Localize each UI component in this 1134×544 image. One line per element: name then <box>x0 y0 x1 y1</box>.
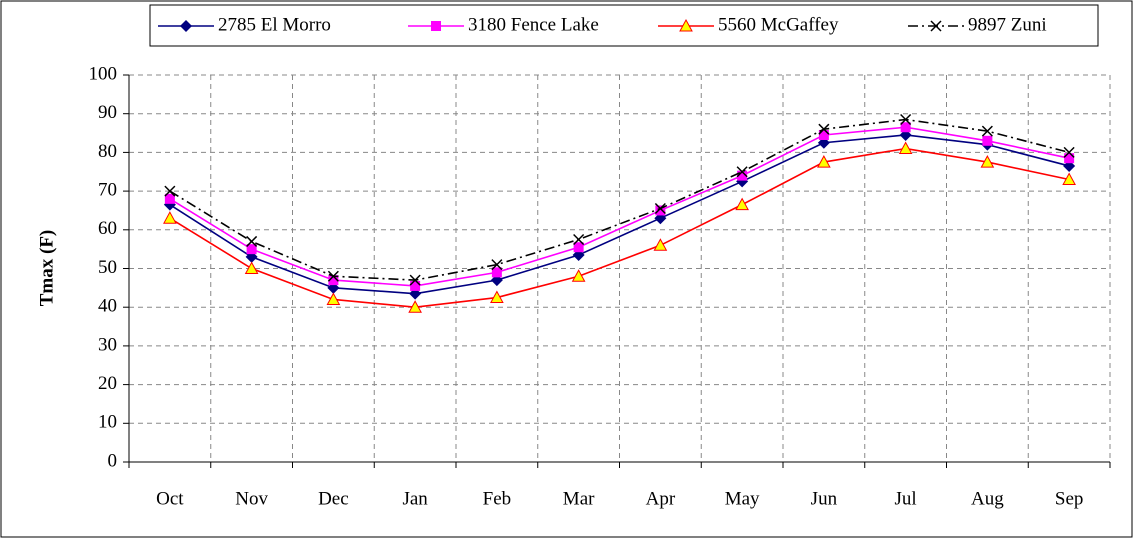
marker <box>818 123 830 135</box>
marker <box>491 259 503 271</box>
y-tick-label: 20 <box>98 373 117 394</box>
marker <box>655 205 666 216</box>
y-tick-label: 100 <box>89 63 118 84</box>
marker <box>180 20 192 32</box>
marker <box>164 185 176 197</box>
y-tick-label: 70 <box>98 179 117 200</box>
x-tick-label: Dec <box>318 488 349 509</box>
marker <box>654 202 666 215</box>
marker <box>980 155 995 168</box>
marker <box>246 235 258 247</box>
marker <box>573 242 584 253</box>
series-line <box>169 134 1070 295</box>
marker <box>327 270 339 282</box>
x-tick-label: Nov <box>235 488 268 509</box>
marker <box>490 290 504 304</box>
y-tick-label: 80 <box>98 141 117 162</box>
x-tick-label: Mar <box>563 488 595 509</box>
marker <box>1062 172 1076 185</box>
marker <box>328 275 339 286</box>
x-tick-label: Jan <box>402 488 428 509</box>
marker <box>900 113 912 126</box>
marker <box>653 238 668 251</box>
legend-label: 2785 El Morro <box>218 14 331 35</box>
marker <box>817 155 831 168</box>
marker <box>163 211 177 224</box>
series-line <box>169 118 1070 281</box>
x-tick-label: Oct <box>156 488 184 509</box>
marker <box>431 21 441 31</box>
x-tick-label: Jul <box>895 488 917 509</box>
marker <box>981 125 993 137</box>
x-tick-label: Jun <box>811 488 838 509</box>
marker <box>573 233 585 246</box>
marker <box>571 269 586 282</box>
marker <box>1064 153 1075 164</box>
marker <box>244 261 259 274</box>
y-tick-label: 40 <box>98 296 117 317</box>
marker <box>410 280 421 291</box>
y-tick-label: 0 <box>108 450 118 471</box>
legend-box <box>149 4 1099 47</box>
marker <box>491 267 502 278</box>
marker <box>737 170 748 181</box>
x-tick-label: Feb <box>483 488 512 509</box>
legend-label: 9897 Zuni <box>968 14 1047 35</box>
marker <box>679 18 693 32</box>
marker <box>982 135 993 146</box>
marker <box>736 166 748 178</box>
marker <box>1063 146 1075 158</box>
marker <box>900 122 911 133</box>
legend-label: 5560 McGaffey <box>718 14 839 35</box>
marker <box>408 300 422 313</box>
x-tick-label: Apr <box>646 488 676 509</box>
marker <box>735 197 749 211</box>
marker <box>898 141 913 155</box>
y-tick-label: 60 <box>98 218 117 239</box>
marker <box>245 250 258 263</box>
y-axis-label: Tmax (F) <box>36 230 57 307</box>
marker <box>326 292 341 305</box>
marker <box>246 244 257 255</box>
y-tick-label: 10 <box>98 412 117 433</box>
marker <box>409 274 421 286</box>
marker <box>818 129 829 140</box>
y-tick-label: 30 <box>98 334 117 355</box>
series-line <box>169 147 1070 309</box>
x-tick-label: Aug <box>971 488 1004 509</box>
marker <box>164 193 175 204</box>
series-line <box>169 126 1070 287</box>
legend-label: 3180 Fence Lake <box>468 14 599 35</box>
y-tick-label: 50 <box>98 257 117 278</box>
x-tick-label: Sep <box>1055 488 1084 509</box>
x-tick-label: May <box>725 488 760 509</box>
y-tick-label: 90 <box>98 102 117 123</box>
marker <box>930 20 942 32</box>
